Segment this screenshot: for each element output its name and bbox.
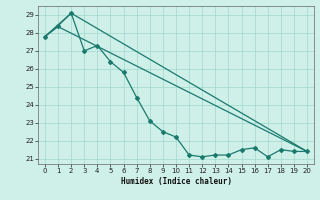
X-axis label: Humidex (Indice chaleur): Humidex (Indice chaleur) xyxy=(121,177,231,186)
